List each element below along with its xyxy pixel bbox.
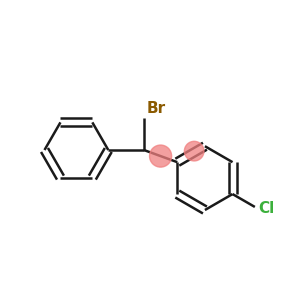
Text: Cl: Cl xyxy=(259,201,275,216)
Circle shape xyxy=(149,145,172,167)
Text: Br: Br xyxy=(147,100,166,116)
Circle shape xyxy=(184,141,204,161)
